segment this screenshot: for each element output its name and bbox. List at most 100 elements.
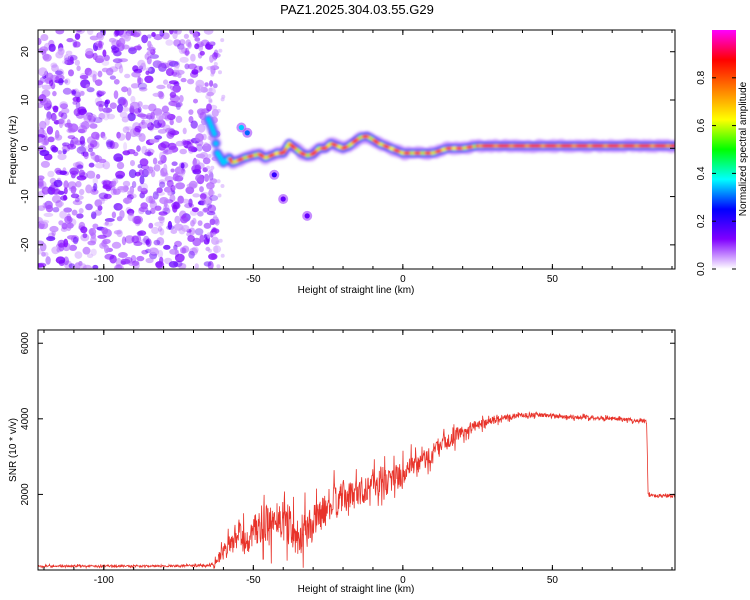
noise-speck xyxy=(204,82,209,87)
noise-speck xyxy=(137,106,142,113)
noise-speck xyxy=(103,193,112,199)
noise-speck xyxy=(108,37,117,43)
noise-speck xyxy=(186,183,197,188)
noise-speck xyxy=(54,134,63,141)
noise-speck xyxy=(82,264,93,269)
noise-speck xyxy=(63,194,67,201)
noise-speck xyxy=(104,218,115,222)
noise-speck xyxy=(90,151,96,160)
noise-speck xyxy=(133,241,143,246)
noise-speck xyxy=(162,207,171,215)
noise-speck xyxy=(149,138,157,144)
noise-speck xyxy=(76,164,84,169)
noise-speck xyxy=(207,200,212,204)
noise-speck xyxy=(113,153,124,162)
noise-speck xyxy=(199,186,204,193)
noise-speck xyxy=(208,169,213,173)
noise-speck xyxy=(177,43,185,50)
noise-speck xyxy=(169,248,179,255)
noise-speck xyxy=(132,32,141,38)
noise-speck xyxy=(180,215,189,224)
noise-speck xyxy=(50,112,57,122)
noise-speck xyxy=(128,169,137,179)
noise-speck xyxy=(158,62,167,72)
spectrogram-trace xyxy=(202,114,675,170)
colorbar: 0.0 0.2 0.4 0.6 0.8 Normalized spectral ampl… xyxy=(696,30,749,276)
noise-speck xyxy=(90,248,97,256)
noise-speck xyxy=(133,261,140,269)
noise-speck xyxy=(38,37,42,46)
noise-speck xyxy=(95,55,105,63)
noise-speck xyxy=(85,48,94,55)
noise-speck xyxy=(82,233,88,239)
noise-speck xyxy=(190,120,198,129)
noise-speck xyxy=(158,211,168,216)
noise-speck xyxy=(218,48,223,53)
noise-speck xyxy=(181,247,187,254)
noise-speck xyxy=(77,125,88,134)
chart-title: PAZ1.2025.304.03.55.G29 xyxy=(280,2,434,17)
noise-speck xyxy=(118,252,128,258)
noise-speck xyxy=(112,180,117,187)
noise-speck xyxy=(104,244,110,254)
noise-speck xyxy=(123,33,131,42)
noise-speck xyxy=(168,261,179,268)
noise-speck xyxy=(191,246,199,253)
noise-speck xyxy=(93,117,103,124)
noise-speck xyxy=(166,225,175,231)
colorbar-tick-label: 0.0 xyxy=(696,262,707,276)
noise-speck xyxy=(122,180,131,187)
noise-speck xyxy=(127,87,132,97)
spectrogram-marks xyxy=(38,30,675,269)
noise-speck xyxy=(79,74,89,80)
noise-speck xyxy=(62,87,72,95)
noise-speck xyxy=(69,56,74,63)
snr-panel: -100 -50 0 50 2000 4000 6000 Height of straigh… xyxy=(8,329,676,595)
noise-speck xyxy=(178,46,186,55)
noise-speck xyxy=(121,116,129,123)
noise-speck xyxy=(149,54,159,59)
noise-speck xyxy=(172,30,178,40)
spectrogram-x-label: Height of straight line (km) xyxy=(298,285,415,296)
noise-speck xyxy=(51,188,61,195)
noise-speck xyxy=(187,78,195,85)
noise-speck xyxy=(212,245,222,254)
noise-speck xyxy=(152,191,159,200)
noise-speck xyxy=(210,72,215,77)
noise-speck xyxy=(137,164,143,169)
noise-speck xyxy=(54,70,63,75)
noise-speck xyxy=(92,73,97,83)
noise-speck xyxy=(169,30,174,35)
noise-speck xyxy=(70,185,77,194)
noise-speck xyxy=(68,69,74,77)
noise-speck xyxy=(101,67,109,73)
noise-speck xyxy=(94,199,102,208)
trace-inner xyxy=(211,131,217,137)
noise-speck xyxy=(203,222,212,229)
y-tick-label: 20 xyxy=(20,46,31,58)
noise-speck xyxy=(122,197,132,204)
noise-speck xyxy=(132,215,142,224)
noise-speck xyxy=(72,236,79,245)
noise-speck xyxy=(123,142,128,151)
noise-speck xyxy=(117,133,126,141)
noise-speck xyxy=(109,75,116,80)
noise-speck xyxy=(137,59,146,68)
noise-speck xyxy=(76,30,82,33)
noise-speck xyxy=(163,203,170,212)
noise-speck xyxy=(206,232,212,239)
noise-speck xyxy=(198,43,204,52)
noise-speck xyxy=(209,195,219,201)
noise-speck xyxy=(206,66,215,71)
noise-speck xyxy=(147,150,152,157)
noise-speck xyxy=(181,198,190,204)
noise-speck xyxy=(102,107,113,113)
noise-speck xyxy=(87,240,96,246)
noise-speck xyxy=(51,195,62,204)
noise-speck xyxy=(195,174,204,182)
y-tick-label: 2000 xyxy=(20,483,31,506)
noise-speck xyxy=(66,143,77,150)
noise-speck xyxy=(101,227,109,235)
noise-speck xyxy=(120,258,131,265)
noise-speck xyxy=(61,107,70,114)
